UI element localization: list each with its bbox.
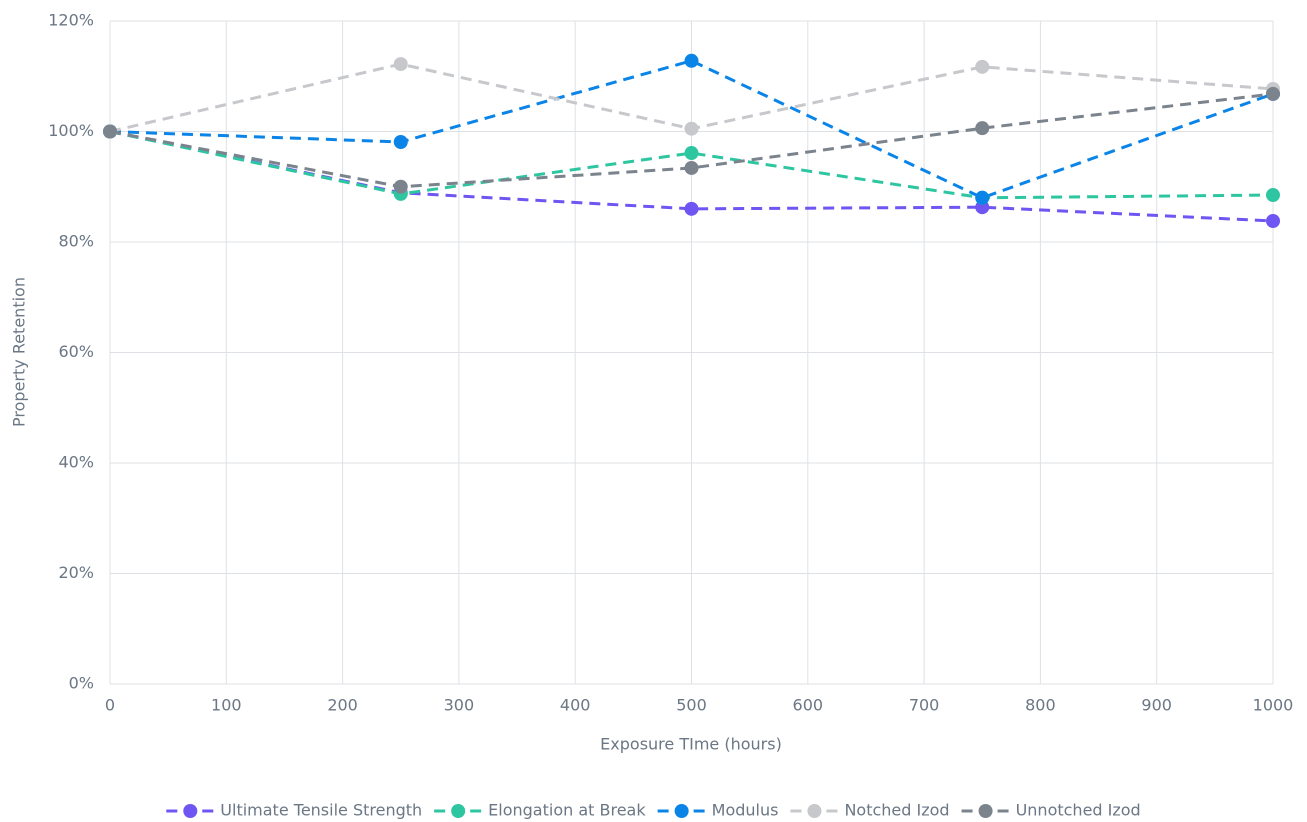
x-tick-label: 900 bbox=[1141, 696, 1172, 715]
data-point bbox=[684, 160, 699, 175]
x-tick-label: 500 bbox=[676, 696, 707, 715]
data-point bbox=[684, 201, 699, 216]
y-tick-label: 120% bbox=[48, 11, 94, 30]
legend: Ultimate Tensile Strength Elongation at B… bbox=[166, 801, 1141, 820]
legend-label: Unnotched Izod bbox=[1016, 801, 1141, 820]
legend-label: Notched Izod bbox=[844, 801, 949, 820]
data-point bbox=[1266, 214, 1280, 229]
legend-marker bbox=[674, 804, 689, 818]
x-tick-label: 1000 bbox=[1253, 696, 1294, 715]
y-tick-label: 80% bbox=[58, 232, 94, 251]
legend-item: Notched Izod bbox=[790, 801, 950, 820]
data-point bbox=[684, 53, 699, 68]
data-point bbox=[103, 124, 117, 139]
series-line bbox=[109, 92, 1274, 189]
x-tick-label: 100 bbox=[211, 696, 242, 715]
legend-label: Elongation at Break bbox=[488, 801, 646, 820]
legend-label: Modulus bbox=[712, 801, 779, 820]
data-point bbox=[975, 121, 990, 136]
x-tick-label: 200 bbox=[327, 696, 358, 715]
y-tick-label: 20% bbox=[58, 563, 94, 582]
legend-item: Modulus bbox=[657, 801, 779, 820]
legend-marker bbox=[183, 804, 198, 818]
legend-marker bbox=[978, 804, 993, 818]
y-axis-label: Property Retention bbox=[10, 277, 29, 427]
legend-item: Ultimate Tensile Strength bbox=[166, 801, 422, 820]
x-axis-label: Exposure TIme (hours) bbox=[600, 735, 782, 754]
x-tick-label: 600 bbox=[793, 696, 824, 715]
legend-label: Ultimate Tensile Strength bbox=[220, 801, 422, 820]
legend-marker bbox=[807, 804, 822, 818]
x-tick-label: 800 bbox=[1025, 696, 1056, 715]
legend-marker bbox=[451, 804, 466, 818]
data-point bbox=[684, 121, 699, 136]
legend-item: Unnotched Izod bbox=[961, 801, 1141, 820]
y-tick-label: 0% bbox=[69, 674, 94, 693]
data-point bbox=[393, 134, 408, 149]
data-point bbox=[975, 190, 990, 205]
x-tick-label: 0 bbox=[105, 696, 115, 715]
legend-item: Elongation at Break bbox=[434, 801, 646, 820]
data-point bbox=[1266, 86, 1280, 101]
data-point bbox=[975, 59, 990, 74]
x-tick-label: 300 bbox=[444, 696, 475, 715]
y-tick-label: 40% bbox=[58, 453, 94, 472]
data-point bbox=[393, 57, 408, 72]
x-tick-label: 700 bbox=[909, 696, 940, 715]
x-tick-label: 400 bbox=[560, 696, 591, 715]
data-point bbox=[393, 179, 408, 194]
data-point bbox=[684, 146, 699, 161]
series-line bbox=[109, 130, 1274, 200]
series-line bbox=[109, 59, 1274, 200]
y-tick-label: 100% bbox=[48, 121, 94, 140]
data-point bbox=[1266, 188, 1280, 203]
y-tick-label: 60% bbox=[58, 342, 94, 361]
